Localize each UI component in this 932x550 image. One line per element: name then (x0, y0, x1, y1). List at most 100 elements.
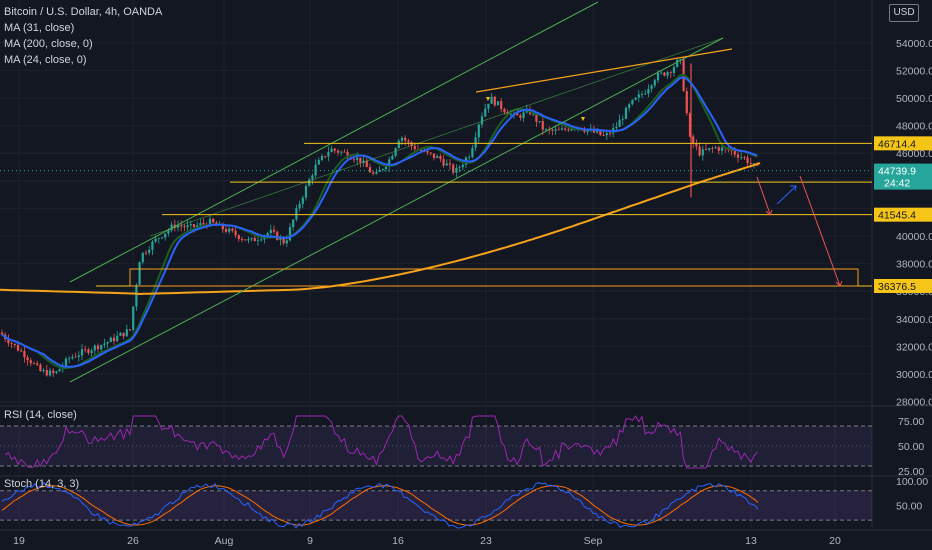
y-tick-label: 40000.0 (896, 231, 932, 243)
candle-body (330, 148, 333, 153)
candle-body (461, 164, 464, 168)
candle-body (58, 369, 61, 372)
candle-body (679, 59, 682, 61)
candle-body (666, 72, 669, 76)
candle-body (634, 97, 637, 100)
candle-body (592, 129, 596, 133)
candle-body (621, 118, 624, 120)
candle-body (157, 238, 160, 239)
candle-body (557, 129, 560, 131)
candle-body (128, 329, 132, 331)
candle-body (10, 343, 13, 345)
candle-body (420, 149, 423, 152)
rsi-tick-label: 75.00 (898, 416, 924, 428)
currency-button[interactable]: USD (889, 4, 919, 22)
candle-body (730, 150, 733, 151)
candle-body (208, 218, 212, 227)
candle-body (736, 154, 740, 158)
stoch-d-line (1, 485, 759, 526)
candle-body (599, 130, 602, 136)
candle-body (138, 262, 141, 285)
candle-body (720, 147, 724, 151)
candle-body (586, 130, 589, 132)
candle-body (509, 113, 512, 115)
candle-body (48, 370, 52, 376)
candle-body (640, 94, 644, 95)
candle-body (496, 101, 500, 106)
candle-body (637, 94, 640, 98)
candle-body (55, 371, 58, 373)
candle-body (228, 228, 231, 232)
candle-body (375, 171, 378, 174)
x-tick-label: 16 (392, 535, 404, 547)
candle-body (340, 151, 343, 153)
candle-body (231, 228, 234, 231)
price-level-tag-bg (874, 136, 932, 151)
candle-body (74, 356, 77, 358)
channel-upper-line (69, 1, 599, 283)
symbol-title: Bitcoin / U.S. Dollar, 4h, OANDA (4, 6, 163, 18)
candle-body (308, 179, 311, 187)
candle-body (64, 358, 68, 366)
candle-body (663, 72, 666, 76)
candle-body (320, 155, 324, 160)
candle-body (180, 225, 183, 227)
price-level-value: 36376.5 (878, 281, 916, 293)
candle-body (186, 225, 189, 228)
candle-body (391, 155, 394, 160)
candle-body (471, 147, 474, 158)
candle-body (605, 133, 608, 136)
candle-body (256, 240, 260, 242)
candle-body (701, 149, 704, 156)
candle-body (698, 146, 701, 156)
y-tick-label: 54000.0 (896, 38, 932, 50)
candle-body (148, 249, 151, 253)
candle-body (407, 140, 410, 143)
candle-body (164, 233, 167, 238)
candle-body (42, 370, 45, 371)
candle-body (266, 233, 269, 236)
candle-body (96, 345, 100, 350)
candle-body (221, 223, 224, 230)
candle-body (436, 156, 439, 159)
candle-body (234, 230, 237, 236)
candle-body (202, 223, 205, 225)
candle-body (487, 103, 490, 109)
candle-body (426, 150, 429, 153)
channel-lower-line (69, 37, 724, 383)
candle-body (272, 229, 276, 232)
candle-body (708, 148, 711, 150)
candle-body (189, 224, 192, 226)
x-tick-label: Aug (215, 535, 234, 547)
legend-ma24: MA (24, close, 0) (4, 54, 87, 66)
candle-body (452, 164, 455, 173)
candle-body (631, 99, 634, 105)
candle-body (327, 152, 330, 157)
stoch-tick-label: 50.00 (896, 500, 922, 512)
candle-body (314, 164, 317, 176)
candle-body (125, 329, 128, 337)
candle-body (432, 153, 436, 159)
candle-body (237, 235, 240, 239)
candle-body (282, 237, 285, 244)
candle-body (109, 337, 112, 343)
price-level-tag-bg (874, 207, 932, 222)
candle-body (160, 237, 164, 239)
candle-body (336, 150, 340, 153)
projection-arrow-down (799, 175, 841, 287)
candle-body (394, 148, 397, 156)
candle-body (0, 332, 4, 335)
candle-body (519, 115, 522, 118)
stoch-tick-label: 100.00 (896, 476, 928, 488)
y-tick-label: 28000.0 (896, 397, 932, 409)
candle-body (224, 229, 228, 232)
candle-body (532, 113, 535, 115)
candle-body (439, 156, 442, 160)
candle-body (493, 96, 496, 106)
rsi-legend: RSI (14, close) (4, 409, 77, 421)
price-level-value: 41545.4 (878, 210, 916, 222)
x-tick-label: 19 (13, 535, 25, 547)
candle-body (490, 96, 493, 104)
candle-body (618, 119, 621, 127)
